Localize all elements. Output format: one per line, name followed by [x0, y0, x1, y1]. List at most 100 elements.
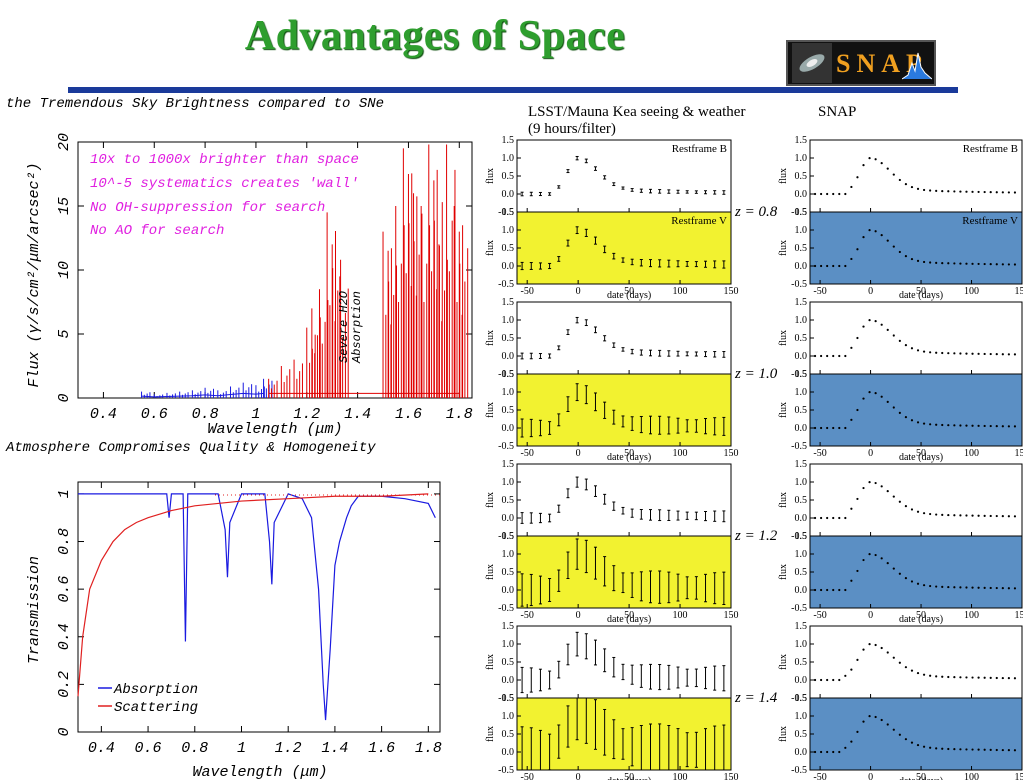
snap-panel-b: -0.5 0.0 0.5 1.0 1.5 flux	[778, 459, 1023, 542]
data-point	[935, 747, 938, 750]
data-point	[947, 190, 950, 193]
x-tick-label: 50	[916, 286, 926, 297]
x-tick-label: 0.4	[88, 740, 115, 757]
y-tick-label: 1.0	[502, 387, 515, 398]
x-tick-label: 100	[964, 772, 979, 780]
sky-caption: the Tremendous Sky Brightness compared t…	[6, 96, 385, 112]
lsst-panel-b: -0.5 0.0 0.5 1.0 1.5 flux	[485, 297, 732, 380]
data-point	[856, 658, 859, 661]
data-point	[1013, 677, 1017, 680]
y-tick-label: 1.5	[502, 531, 515, 542]
data-point	[868, 715, 871, 718]
data-point	[989, 514, 992, 518]
data-point	[874, 392, 877, 395]
data-point	[910, 347, 914, 350]
data-point	[971, 514, 974, 517]
y-tick-label: 1.5	[502, 297, 515, 308]
data-point	[886, 167, 889, 170]
data-point	[862, 164, 865, 167]
data-point	[947, 352, 950, 355]
data-point	[844, 264, 847, 268]
data-point	[838, 426, 841, 430]
y-tick-label: 1.5	[502, 369, 515, 380]
h2o-label-1: Severe H2O	[337, 291, 351, 363]
data-point	[898, 411, 901, 414]
y-tick-label: 0.0	[502, 261, 515, 272]
x-tick-label: -50	[521, 772, 534, 780]
data-point	[826, 192, 829, 196]
x-tick-label: 0	[868, 772, 873, 780]
x-tick-label: 150	[724, 286, 739, 297]
y-tick-label: 0.2	[56, 671, 73, 698]
data-point	[838, 354, 841, 358]
data-point	[929, 423, 932, 426]
x-tick-label: 0	[868, 610, 873, 621]
trans-plot-frame	[77, 481, 441, 733]
x-tick-label: 150	[724, 610, 739, 621]
snap-panel-v: -0.5 0.0 0.5 1.0 1.5 flux -50 0 50 100 150 date (da…	[778, 693, 1023, 780]
data-point	[947, 747, 950, 751]
data-point	[947, 424, 950, 427]
data-point	[862, 397, 865, 400]
data-point	[862, 325, 865, 328]
y-tick-label: 0.5	[795, 495, 808, 506]
data-point	[856, 176, 859, 179]
redshift-label: z = 1.0	[734, 366, 778, 382]
data-point	[874, 715, 877, 719]
data-point	[989, 191, 992, 194]
data-point	[874, 553, 877, 557]
data-point	[983, 586, 986, 589]
y-tick-label: 0.0	[795, 747, 808, 758]
data-point	[959, 352, 962, 355]
data-point	[904, 577, 908, 580]
data-point	[971, 586, 974, 589]
y-tick-label: 0.0	[795, 513, 808, 524]
x-tick-label: -50	[813, 610, 826, 621]
data-point	[977, 586, 980, 589]
data-point	[838, 588, 841, 592]
data-point	[1007, 425, 1010, 428]
data-point	[813, 426, 817, 430]
data-point	[844, 192, 847, 196]
restframe-b-label: Restframe B	[672, 143, 727, 155]
trans-ylabel: Transmission	[26, 556, 43, 664]
y-tick-label: 0.5	[502, 657, 515, 668]
snap-panel-b: -0.5 0.0 0.5 1.0 1.5 flux	[778, 297, 1023, 380]
data-point	[826, 588, 829, 592]
data-point	[874, 230, 877, 233]
data-point	[820, 264, 823, 268]
data-point	[941, 675, 944, 678]
data-point	[965, 748, 968, 751]
y-tick-label: -0.5	[791, 765, 807, 776]
data-point	[935, 675, 938, 678]
y-tick-label: 0.5	[502, 243, 515, 254]
flux-label: flux	[778, 726, 789, 742]
x-tick-label: 100	[964, 286, 979, 297]
data-point	[1007, 749, 1010, 752]
data-point	[850, 740, 853, 743]
data-point	[850, 257, 853, 261]
x-tick-label: 150	[724, 772, 739, 780]
data-point	[1001, 748, 1004, 752]
x-tick-label: 0	[576, 286, 581, 297]
data-point	[989, 352, 992, 356]
data-point	[874, 320, 877, 323]
y-tick-label: 1.5	[795, 531, 808, 542]
date-label: date (days)	[607, 614, 651, 625]
data-point	[1001, 191, 1004, 194]
data-point	[989, 748, 992, 751]
data-point	[929, 674, 932, 677]
x-tick-label: 150	[724, 448, 739, 459]
panel-frame	[516, 211, 732, 285]
y-tick-label: 15	[56, 197, 73, 215]
data-point	[947, 513, 950, 517]
atmosphere-caption: Atmosphere Compromises Quality & Homogen…	[6, 440, 376, 456]
data-point	[983, 748, 986, 751]
data-point	[989, 586, 992, 590]
x-tick-label: 1.4	[344, 406, 371, 423]
data-point	[844, 746, 847, 749]
data-point	[965, 586, 968, 589]
lsst-panel-b: -0.5 0.0 0.5 1.0 1.5 flux	[485, 459, 732, 542]
x-tick-label: 100	[673, 286, 688, 297]
data-point	[898, 339, 901, 342]
